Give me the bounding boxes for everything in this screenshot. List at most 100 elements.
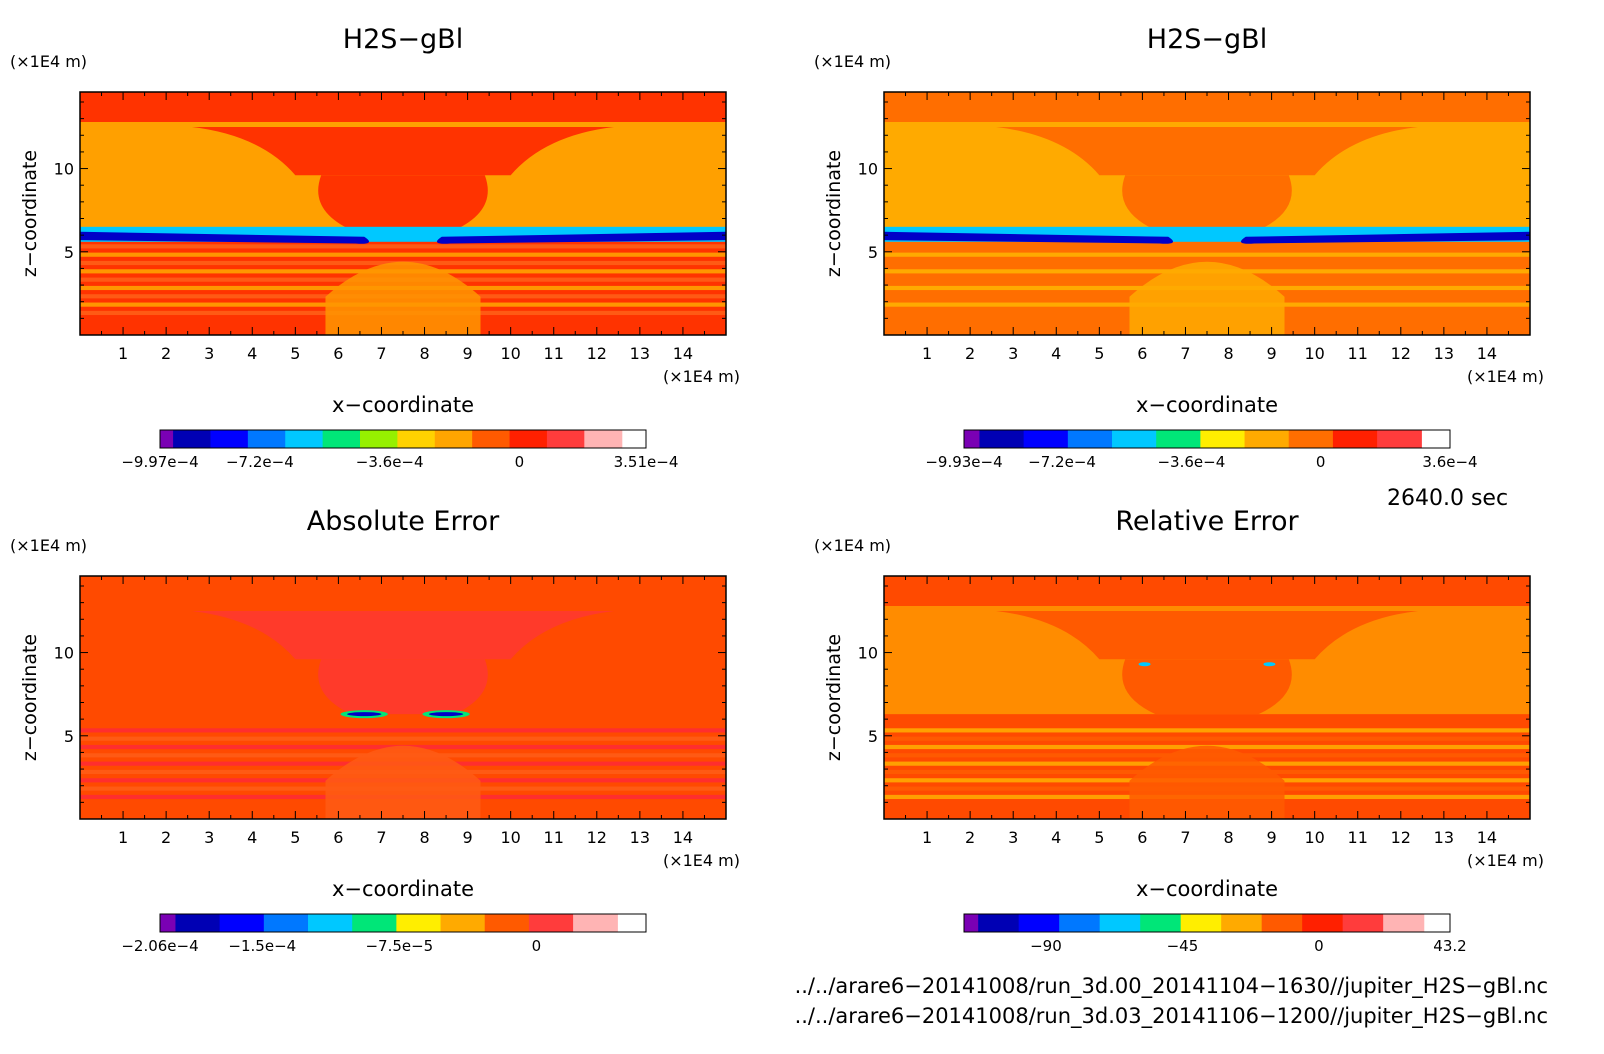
field-top-band	[80, 92, 726, 122]
colorbar-segment	[978, 914, 1020, 932]
colorbar-segment	[173, 430, 212, 448]
colorbar-segment	[1018, 914, 1060, 932]
colorbar-segment	[1112, 430, 1157, 448]
x-tick-label: 2	[965, 344, 975, 363]
x-tick-label: 10	[500, 828, 520, 847]
x-tick-label: 8	[1223, 828, 1233, 847]
field-stripe	[80, 736, 726, 741]
x-tick-label: 12	[587, 344, 607, 363]
y-tick-label: 5	[64, 243, 74, 262]
x-axis-label: x−coordinate	[1136, 393, 1278, 417]
colorbar-segment	[584, 430, 623, 448]
x-tick-label: 4	[1051, 828, 1061, 847]
jet-left	[80, 231, 370, 244]
x-tick-label: 11	[1348, 828, 1368, 847]
x-tick-label: 14	[1477, 344, 1497, 363]
colorbar-frame	[159, 429, 647, 449]
y-axis-label: z−coordinate	[19, 150, 41, 277]
colorbar-segment	[1332, 430, 1378, 448]
colorbar-label: −3.6e−4	[356, 453, 424, 471]
colorbar-segment	[1099, 914, 1141, 932]
colorbar: −9.97e−4 −7.2e−4 −3.6e−4 0 3.51e−4	[121, 429, 679, 471]
colorbar-segment	[263, 914, 309, 932]
y-unit-label: (×1E4 m)	[814, 536, 891, 555]
x-tick-label: 11	[1348, 344, 1368, 363]
heatmap-field	[80, 92, 726, 335]
colorbar-segment	[210, 430, 249, 448]
x-tick-label: 1	[118, 828, 128, 847]
colorbar-segment	[1059, 914, 1101, 932]
field-upper-plume	[995, 126, 1419, 176]
field-top-band	[884, 92, 1530, 122]
colorbar-segment	[1302, 914, 1344, 932]
x-tick-label: 6	[333, 828, 343, 847]
y-axis-label: z−coordinate	[823, 150, 845, 277]
x-axis-label: x−coordinate	[332, 393, 474, 417]
y-axis-label: z−coordinate	[823, 634, 845, 761]
x-tick-label: 8	[1223, 344, 1233, 363]
colorbar-segment	[1221, 914, 1263, 932]
colorbar-frame	[159, 913, 647, 933]
jet-right	[1240, 231, 1530, 244]
file-path-2: ../../arare6−20141008/run_3d.03_20141106…	[794, 1004, 1548, 1028]
colorbar-segment	[546, 430, 585, 448]
heatmap-field	[884, 576, 1530, 819]
colorbar-segment	[1383, 914, 1425, 932]
x-tick-label: 10	[500, 344, 520, 363]
x-tick-label: 7	[1180, 344, 1190, 363]
jet-left-core	[347, 712, 382, 717]
x-tick-label: 2	[161, 828, 171, 847]
x-tick-label: 9	[1267, 344, 1277, 363]
field-core	[1122, 175, 1292, 231]
x-axis-label: x−coordinate	[1136, 877, 1278, 901]
x-tick-label: 13	[1434, 344, 1454, 363]
colorbar-segment	[160, 914, 177, 932]
colorbar-label: 0	[1314, 937, 1324, 955]
colorbar-label: −3.6e−4	[1157, 453, 1225, 471]
x-axis-label: x−coordinate	[332, 877, 474, 901]
x-tick-label: 13	[1434, 828, 1454, 847]
x-tick-label: 9	[463, 344, 473, 363]
field-stripe	[80, 244, 726, 249]
colorbar: −90 −45 0 43.2	[963, 913, 1467, 955]
field-upper-plume	[191, 126, 615, 176]
colorbar-segment	[979, 430, 1025, 448]
field-stripe	[884, 728, 1530, 733]
x-tick-label: 5	[1094, 344, 1104, 363]
colorbar-segment	[352, 914, 397, 932]
colorbar-label: −7.2e−4	[1028, 453, 1096, 471]
colorbar-label: 3.6e−4	[1422, 453, 1477, 471]
colorbar-segment	[1023, 430, 1069, 448]
x-tick-label: 2	[161, 344, 171, 363]
x-unit-label: (×1E4 m)	[663, 367, 740, 386]
field-upper-plume	[191, 610, 615, 660]
colorbar-label: −9.93e−4	[925, 453, 1002, 471]
field-core	[318, 175, 488, 231]
x-tick-label: 12	[1391, 344, 1411, 363]
x-tick-label: 9	[1267, 828, 1277, 847]
colorbar-label: 0	[1316, 453, 1326, 471]
colorbar-segment	[308, 914, 353, 932]
x-tick-label: 4	[247, 828, 257, 847]
x-tick-label: 1	[922, 828, 932, 847]
colorbar-segment	[1261, 914, 1303, 932]
x-tick-label: 12	[1391, 828, 1411, 847]
colorbar-segment	[1156, 430, 1201, 448]
x-tick-label: 13	[630, 344, 650, 363]
colorbar: −9.93e−4 −7.2e−4 −3.6e−4 0 3.6e−4	[925, 429, 1478, 471]
x-tick-label: 14	[1477, 828, 1497, 847]
colorbar-segment	[1288, 430, 1334, 448]
x-tick-label: 1	[118, 344, 128, 363]
colorbar-segment	[1377, 430, 1422, 448]
colorbar-label: 3.51e−4	[614, 453, 679, 471]
colorbar-segment	[434, 430, 473, 448]
field-stripe	[80, 728, 726, 733]
jet-right	[436, 231, 726, 244]
colorbar-segment	[360, 430, 398, 448]
colorbar-label: 0	[532, 937, 542, 955]
x-tick-label: 2	[965, 828, 975, 847]
colorbar-segment	[573, 914, 618, 932]
